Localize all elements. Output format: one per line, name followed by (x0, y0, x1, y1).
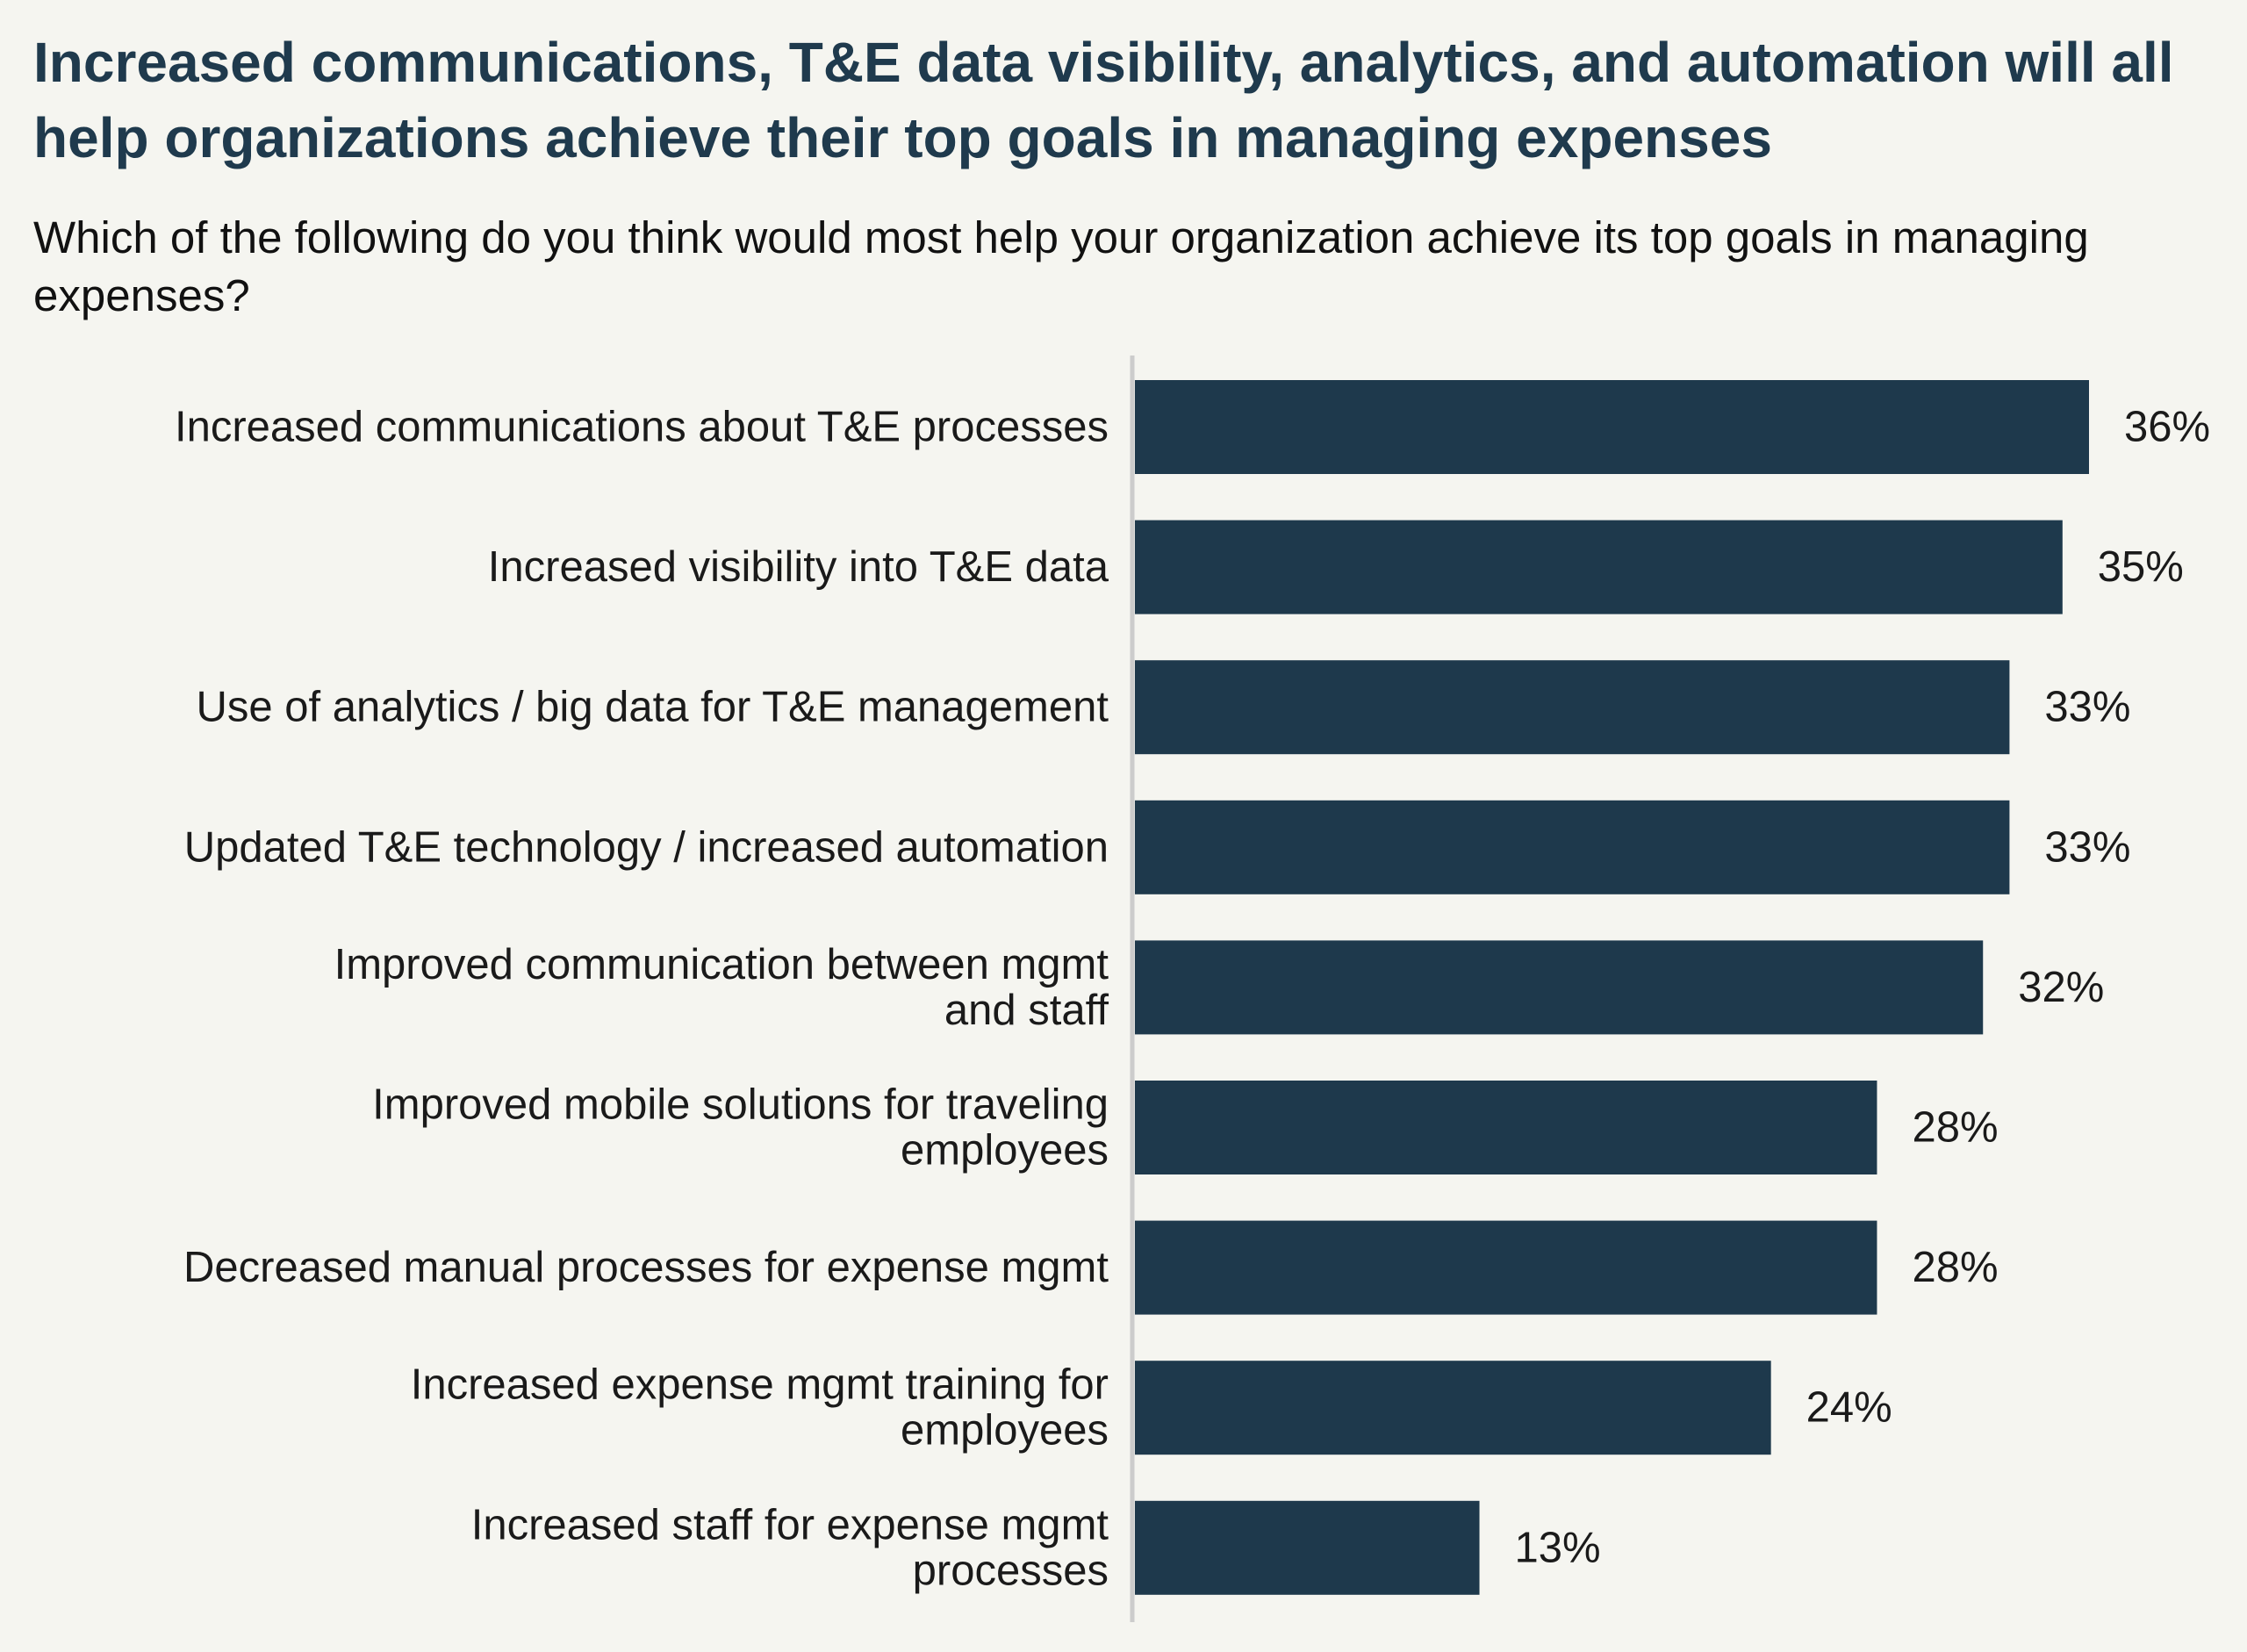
bars-group: 36% Increased communications about T&E pr… (175, 380, 2210, 1595)
value-label-5: 32% (2018, 964, 2104, 1011)
bar-5 (1135, 940, 1984, 1035)
chart-title: Increased communications, T&E data visib… (33, 31, 2174, 169)
value-label-6: 28% (1912, 1104, 1998, 1152)
category-label-9-line-2: processes (913, 1547, 1109, 1594)
category-label-6-line-1: Improved mobile solutions for traveling (372, 1081, 1109, 1129)
value-label-8: 24% (1806, 1384, 1892, 1432)
bar-1 (1135, 380, 2089, 474)
category-label-7: Decreased manual processes for expense m… (183, 1244, 1109, 1291)
bar-3 (1135, 660, 2010, 755)
bar-4 (1135, 800, 2010, 894)
value-label-2: 35% (2098, 543, 2184, 591)
category-label-3: Use of analytics / big data for T&E mana… (196, 684, 1109, 731)
bar-7 (1135, 1220, 1877, 1315)
bar-6 (1135, 1081, 1877, 1174)
category-label-2: Increased visibility into T&E data (488, 543, 1109, 591)
category-label-5-line-2: and staff (944, 987, 1109, 1034)
bar-2 (1135, 520, 2063, 614)
value-label-1: 36% (2124, 404, 2210, 451)
value-label-9: 13% (1515, 1524, 1601, 1571)
category-label-8-line-2: employees (901, 1407, 1109, 1454)
category-label-1: Increased communications about T&E proce… (175, 404, 1109, 451)
category-label-5-line-1: Improved communication between mgmt (334, 941, 1109, 988)
bar-9 (1135, 1500, 1480, 1595)
category-label-4: Updated T&E technology / increased autom… (184, 823, 1109, 871)
value-label-7: 28% (1912, 1244, 1998, 1291)
category-label-8-line-1: Increased expense mgmt training for (411, 1361, 1109, 1409)
chart-subtitle: Which of the following do you think woul… (33, 212, 2089, 320)
category-label-6-line-2: employees (901, 1127, 1109, 1174)
bar-8 (1135, 1361, 1771, 1455)
value-label-3: 33% (2044, 684, 2130, 731)
category-label-9-line-1: Increased staff for expense mgmt (471, 1501, 1109, 1548)
value-label-4: 33% (2044, 823, 2130, 871)
